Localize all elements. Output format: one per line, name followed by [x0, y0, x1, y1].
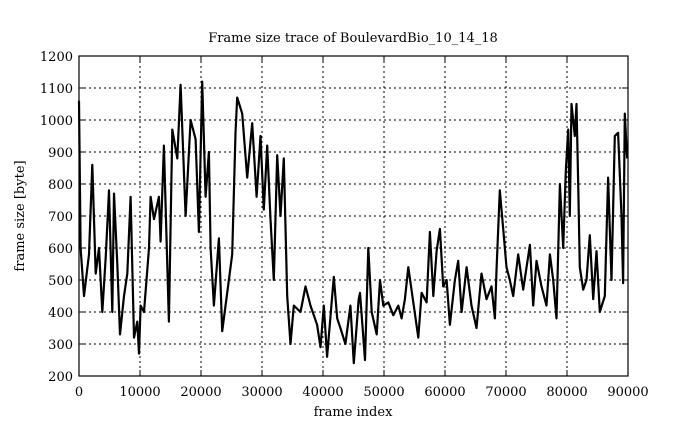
y-tick-label: 300: [48, 338, 73, 353]
x-tick-label: 10000: [119, 385, 160, 400]
y-tick-label: 1000: [40, 114, 73, 129]
y-axis-ticks: 200 300 400 500 600 700 800 900 1000 1100 1200: [40, 50, 628, 385]
y-tick-label: 400: [48, 306, 73, 321]
y-axis-label: frame size [byte]: [13, 160, 28, 271]
x-tick-label: 40000: [302, 385, 343, 400]
y-tick-label: 500: [48, 274, 73, 289]
y-tick-label: 200: [48, 370, 73, 385]
y-tick-label: 1100: [40, 82, 73, 97]
y-tick-label: 700: [48, 210, 73, 225]
x-axis-ticks: 0 10000 20000 30000 40000 50000 60000 70000 8000…: [75, 56, 649, 400]
series-line: [77, 80, 629, 365]
x-tick-label: 90000: [607, 385, 648, 400]
x-tick-label: 50000: [363, 385, 404, 400]
y-tick-label: 800: [48, 178, 73, 193]
x-axis-label: frame index: [314, 405, 393, 420]
x-tick-label: 20000: [180, 385, 221, 400]
x-tick-label: 30000: [241, 385, 282, 400]
plot-frame: [78, 55, 629, 377]
y-tick-label: 1200: [40, 50, 73, 65]
x-tick-label: 80000: [546, 385, 587, 400]
x-tick-label: 70000: [485, 385, 526, 400]
x-tick-label: 60000: [424, 385, 465, 400]
y-tick-label: 600: [48, 242, 73, 257]
x-tick-label: 0: [75, 385, 83, 400]
chart-title: Frame size trace of BoulevardBio_10_14_1…: [208, 31, 498, 46]
y-tick-label: 900: [48, 146, 73, 161]
